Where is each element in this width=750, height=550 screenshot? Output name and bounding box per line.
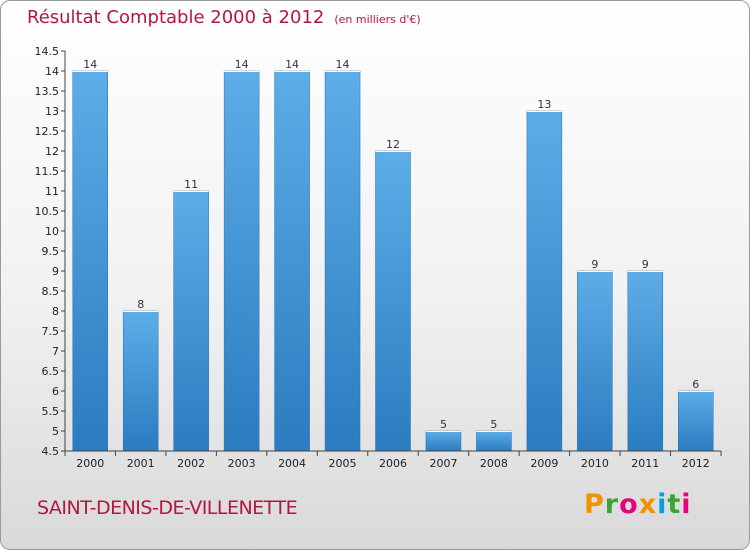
y-tick-label: 6 xyxy=(52,385,59,398)
x-tick-label: 2004 xyxy=(278,457,306,470)
x-tick-label: 2010 xyxy=(581,457,609,470)
y-tick-label: 10.5 xyxy=(35,205,60,218)
data-label: 14 xyxy=(336,58,350,71)
data-label: 5 xyxy=(490,418,497,431)
data-label: 8 xyxy=(137,298,144,311)
logo-letter: x xyxy=(638,489,658,520)
logo-letter: i xyxy=(657,489,668,520)
x-tick-label: 2003 xyxy=(228,457,256,470)
bar-2011 xyxy=(627,270,664,452)
logo-letter: t xyxy=(667,489,682,520)
x-tick-label: 2005 xyxy=(329,457,357,470)
bar-2002 xyxy=(173,190,209,452)
y-tick-label: 5.5 xyxy=(42,405,60,418)
chart-title-block: Résultat Comptable 2000 à 2012 (en millie… xyxy=(27,7,421,28)
y-tick-label: 14 xyxy=(45,65,59,78)
bar-2000 xyxy=(72,70,108,452)
x-axis: 2000 2001 2002 2003 2004 2005 2006 2007 2008 2009… xyxy=(64,450,722,470)
data-label: 6 xyxy=(692,378,699,391)
y-tick-label: 11.5 xyxy=(35,165,60,178)
data-label: 14 xyxy=(83,58,97,71)
y-tick-label: 6.5 xyxy=(42,365,60,378)
y-tick-label: 8 xyxy=(52,305,59,318)
y-tick-label: 11 xyxy=(45,185,59,198)
x-tick-label: 2000 xyxy=(76,457,104,470)
y-tick-label: 7.5 xyxy=(42,325,60,338)
bar-2004 xyxy=(274,70,310,452)
logo-letter: P xyxy=(584,489,605,520)
commune-name: SAINT-DENIS-DE-VILLENETTE xyxy=(37,497,298,519)
data-label: 11 xyxy=(184,178,198,191)
chart-subtitle: (en milliers d'€) xyxy=(334,13,421,26)
logo-letter: o xyxy=(619,489,639,520)
data-label: 9 xyxy=(642,258,649,271)
data-label: 14 xyxy=(235,58,249,71)
bar-2008 xyxy=(476,430,512,452)
y-tick-label: 12 xyxy=(45,145,59,158)
bar-2005 xyxy=(324,70,361,452)
x-tick-label: 2002 xyxy=(177,457,205,470)
y-tick-label: 7 xyxy=(52,345,59,358)
x-tick-label: 2009 xyxy=(530,457,558,470)
bar-2010 xyxy=(577,270,613,452)
data-label: 5 xyxy=(440,418,447,431)
x-tick-label: 2011 xyxy=(631,457,659,470)
data-label: 9 xyxy=(591,258,598,271)
logo-letter: i xyxy=(681,489,692,520)
y-axis: 4.5 5 5.5 6 6.5 7 7.5 8 8.5 9 9.5 10 10.5 11 11.5 12 12.… xyxy=(35,45,66,458)
x-tick-label: 2012 xyxy=(682,457,710,470)
y-tick-label: 14.5 xyxy=(35,45,60,58)
y-tick-label: 10 xyxy=(45,225,59,238)
y-tick-label: 9 xyxy=(52,265,59,278)
bar-2006 xyxy=(375,150,411,452)
bars-group: 14 8 11 14 14 14 12 5 5 13 9 9 6 xyxy=(72,58,714,452)
proxiti-logo: Proxiti xyxy=(584,489,692,520)
x-tick-label: 2007 xyxy=(429,457,457,470)
x-tick-label: 2001 xyxy=(127,457,155,470)
y-tick-label: 13.5 xyxy=(35,85,60,98)
y-tick-label: 13 xyxy=(45,105,59,118)
data-label: 13 xyxy=(537,98,551,111)
y-tick-label: 4.5 xyxy=(42,445,60,458)
data-label: 12 xyxy=(386,138,400,151)
bar-2009 xyxy=(526,110,563,452)
x-tick-label: 2008 xyxy=(480,457,508,470)
bar-2012 xyxy=(678,390,714,452)
bar-2001 xyxy=(122,310,159,452)
logo-letter: r xyxy=(604,489,620,520)
data-label: 14 xyxy=(285,58,299,71)
bar-2007 xyxy=(425,430,462,452)
y-tick-label: 8.5 xyxy=(42,285,60,298)
chart-title: Résultat Comptable 2000 à 2012 xyxy=(27,7,325,28)
y-tick-label: 5 xyxy=(52,425,59,438)
bar-2003 xyxy=(223,70,260,452)
x-tick-label: 2006 xyxy=(379,457,407,470)
y-tick-label: 12.5 xyxy=(35,125,60,138)
y-tick-label: 9.5 xyxy=(42,245,60,258)
